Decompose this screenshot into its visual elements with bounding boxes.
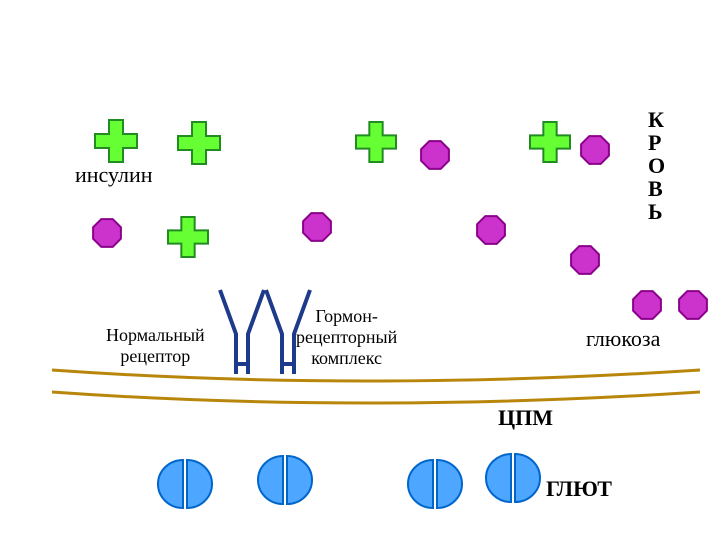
text-line: Гормон- [296,306,397,327]
glucose-octagon [679,291,707,319]
membrane-line [52,392,700,403]
glucose-octagon [477,216,505,244]
label-glut: ГЛЮТ [546,476,612,502]
insulin-cross [530,122,570,162]
text-line: комплекс [296,348,397,369]
glut-transporter [408,460,462,508]
label-glucose: глюкоза [586,326,660,352]
membrane-line [52,370,700,381]
label-blood-vertical: КРОВЬ [648,108,665,223]
glucose-octagon [581,136,609,164]
receptor [220,290,264,374]
text-letter: Ь [648,200,665,223]
label-insulin: инсулин [75,162,153,188]
label-hormone-complex: Гормон-рецепторныйкомплекс [296,306,397,369]
glucose-octagon [421,141,449,169]
insulin-cross [356,122,396,162]
label-cpm: ЦПМ [498,405,553,431]
text-line: Нормальный [106,325,205,346]
text-letter: О [648,154,665,177]
text-line: рецептор [106,346,205,367]
text-letter: К [648,108,665,131]
glut-transporter [258,456,312,504]
text-line: рецепторный [296,327,397,348]
glut-transporter [158,460,212,508]
glucose-octagon [93,219,121,247]
text-letter: Р [648,131,665,154]
glucose-octagon [303,213,331,241]
glut-transporter [486,454,540,502]
label-normal-receptor: Нормальныйрецептор [106,325,205,367]
insulin-cross [178,122,220,164]
text-letter: В [648,177,665,200]
glucose-octagon [571,246,599,274]
glucose-octagon [633,291,661,319]
insulin-cross [95,120,137,162]
insulin-cross [168,217,208,257]
